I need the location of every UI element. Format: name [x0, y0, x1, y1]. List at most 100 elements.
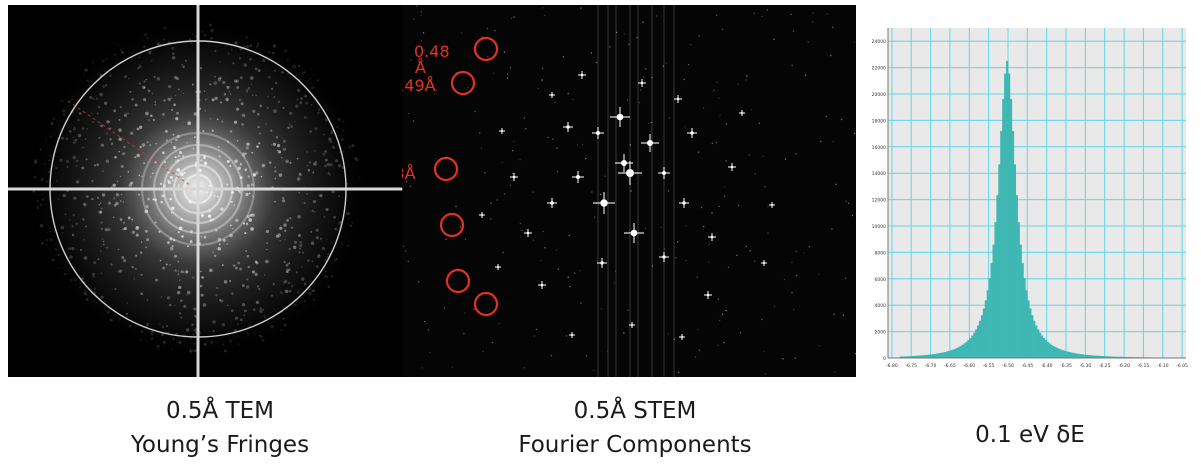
noise-dot	[651, 76, 653, 79]
speckle	[251, 151, 254, 154]
speckle	[61, 136, 64, 140]
noise-dot	[467, 86, 469, 89]
speckle	[171, 348, 173, 350]
speckle	[174, 304, 176, 306]
histogram-bar	[1116, 356, 1119, 358]
speckle	[294, 74, 297, 77]
speckle	[294, 121, 296, 123]
y-tick-label: 12000	[872, 198, 886, 204]
speckle	[105, 159, 110, 163]
speckle	[282, 280, 287, 284]
speckle	[296, 157, 299, 160]
noise-dot	[754, 173, 756, 175]
noise-dot	[413, 18, 415, 20]
speckle	[120, 164, 124, 168]
speckle	[324, 117, 329, 122]
speckle	[207, 214, 212, 218]
noise-dot	[567, 93, 569, 95]
speckle	[135, 254, 138, 257]
noise-dot	[525, 128, 527, 130]
noise-dot	[702, 107, 705, 109]
histogram-bar	[1015, 195, 1018, 358]
histogram-bar	[1071, 352, 1075, 358]
speckle	[100, 221, 103, 224]
speckle	[180, 218, 183, 221]
speckle	[177, 260, 180, 263]
histogram-bar	[1023, 278, 1026, 358]
histogram-bar	[961, 344, 964, 358]
noise-dot	[490, 202, 492, 204]
speckle	[255, 300, 260, 305]
speckle	[285, 270, 289, 273]
noise-dot	[594, 216, 596, 218]
speckle	[100, 143, 105, 147]
speckle	[301, 71, 305, 76]
noise-dot	[492, 72, 495, 75]
speckle	[98, 210, 102, 214]
speckle	[283, 306, 285, 309]
noise-dot	[537, 87, 539, 90]
speckle	[99, 250, 102, 252]
histogram-bar	[899, 356, 902, 358]
noise-dot	[748, 154, 751, 156]
speckle	[165, 263, 168, 266]
histogram-bar	[998, 164, 1001, 358]
noise-dot	[832, 26, 834, 29]
speckle	[118, 269, 122, 273]
histogram-bar	[990, 263, 993, 358]
speckle	[204, 98, 207, 101]
speckle	[287, 72, 289, 75]
speckle	[199, 99, 201, 101]
speckle	[329, 173, 331, 176]
speckle	[286, 268, 289, 271]
speckle	[173, 103, 176, 106]
speckle	[331, 189, 335, 194]
histogram-bar	[1027, 300, 1030, 358]
speckle	[338, 220, 342, 224]
speckle	[303, 282, 307, 286]
speckle	[146, 238, 150, 242]
noise-dot	[503, 51, 506, 53]
noise-dot	[464, 312, 466, 314]
speckle	[78, 111, 82, 116]
speckle	[143, 162, 146, 165]
speckle	[147, 197, 151, 201]
speckle	[223, 280, 228, 284]
noise-dot	[675, 257, 677, 259]
noise-dot	[402, 188, 404, 190]
speckle	[83, 73, 85, 75]
speckle	[199, 66, 203, 70]
histogram-bar	[932, 354, 935, 358]
speckle	[62, 109, 66, 113]
speckle	[239, 47, 243, 51]
speckle	[93, 291, 97, 294]
noise-dot	[590, 52, 593, 54]
histogram-bar	[969, 337, 972, 358]
speckle	[350, 144, 354, 147]
noise-dot	[547, 136, 549, 138]
speckle	[299, 247, 302, 250]
noise-dot	[818, 345, 820, 347]
histogram-bar	[1050, 344, 1053, 358]
speckle	[284, 279, 288, 283]
noise-dot	[853, 41, 855, 43]
speckle	[122, 152, 126, 156]
speckle	[252, 195, 255, 198]
speckle	[316, 254, 321, 259]
speckle	[171, 179, 174, 182]
speckle	[52, 117, 56, 121]
noise-dot	[687, 64, 690, 66]
y-tick-label: 24000	[872, 39, 886, 45]
speckle	[222, 343, 225, 346]
speckle	[295, 271, 298, 274]
speckle	[311, 86, 315, 90]
speckle	[280, 70, 285, 74]
speckle	[318, 108, 321, 111]
speckle	[256, 285, 259, 288]
speckle	[159, 182, 163, 186]
speckle	[155, 278, 158, 282]
stem-fourier-image: 0.48 Å 0.49Å 0.53Å	[402, 5, 856, 377]
speckle	[123, 226, 127, 231]
speckle	[219, 76, 222, 80]
speckle	[72, 136, 74, 138]
